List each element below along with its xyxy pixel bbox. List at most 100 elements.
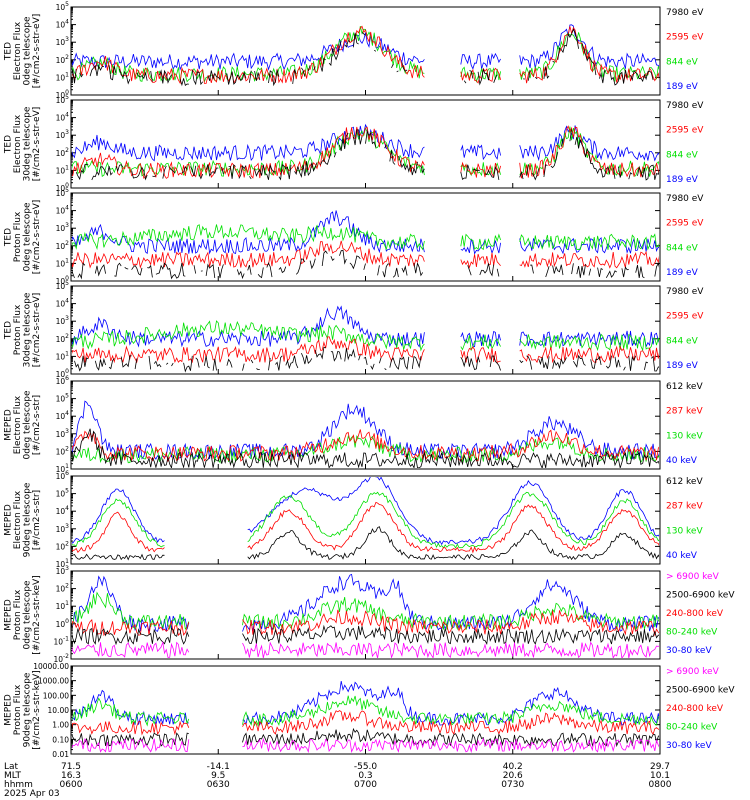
series-line-red xyxy=(72,336,659,364)
series-line-red xyxy=(72,429,659,463)
y-tick-label: 101 xyxy=(56,600,70,611)
y-tick-label: 101 xyxy=(56,71,70,82)
legend-entry: 189 eV xyxy=(666,175,699,185)
y-axis-label: TEDElectron Flux0deg telescope[#/cm2-s-s… xyxy=(4,14,43,89)
footer-lat-value: -55.0 xyxy=(354,762,378,772)
y-axis-label: MEPEDElectron Flux90deg telescope[#/cm2-… xyxy=(4,482,43,557)
legend-entry: 80-240 keV xyxy=(666,723,718,733)
footer-hhmm-value: 0600 xyxy=(60,780,83,790)
series-line-blue xyxy=(72,400,659,461)
y-tick-label: 104 xyxy=(56,410,70,421)
y-tick-label: 10.00 xyxy=(48,706,70,715)
y-tick-label: 106 xyxy=(56,470,70,481)
y-tick-label: 103 xyxy=(56,428,70,439)
legend-entry: 612 keV xyxy=(666,382,703,392)
y-tick-label: 100 xyxy=(56,368,70,379)
y-tick-label: 1.00 xyxy=(52,721,69,730)
y-tick-label: 101 xyxy=(56,257,70,268)
legend-entry: 7980 eV xyxy=(666,101,704,111)
y-axis-label: MEPEDProton Flux0deg telescope[#/cm2-s-s… xyxy=(4,575,43,654)
y-tick-label: 100 xyxy=(56,275,70,286)
y-axis-label: MEPEDElectron Flux0deg telescope[#/cm2-s… xyxy=(4,390,43,460)
footer-lat-value: 40.2 xyxy=(503,762,523,772)
footer-row-label: hhmm xyxy=(4,780,33,790)
legend-entry: 40 keV xyxy=(666,551,698,561)
y-tick-label: 102 xyxy=(56,333,70,344)
plot-frame xyxy=(70,570,661,660)
flux-panel-7: 10-2 10-1 100 101 102 103 MEPEDProton Flux0deg… xyxy=(4,565,736,664)
series-line-green xyxy=(72,435,659,464)
plot-frame xyxy=(70,6,661,96)
series-line-black xyxy=(72,428,659,468)
y-tick-label: 106 xyxy=(56,375,70,386)
series-line-green xyxy=(72,320,659,352)
y-tick-label: 100 xyxy=(56,182,70,193)
y-tick-label: 103 xyxy=(56,315,70,326)
legend-entry: 2500-6900 keV xyxy=(666,591,735,601)
y-tick-label: 105 xyxy=(56,94,70,105)
y-tick-label: 103 xyxy=(56,523,70,534)
y-tick-label: 105 xyxy=(56,488,70,499)
flux-panel-5: 101 102 103 104 105 106 MEPEDElectron Flux0deg… xyxy=(4,375,704,474)
y-tick-label: 0.01 xyxy=(52,750,69,759)
footer-lat-value: -14.1 xyxy=(207,762,230,772)
legend-entry: 2595 eV xyxy=(666,33,704,43)
series-line-green xyxy=(72,224,659,251)
y-tick-label: 102 xyxy=(56,240,70,251)
footer-lat-value: 71.5 xyxy=(61,762,81,772)
flux-panel-6: 101 102 103 104 105 106 MEPEDElectron Flux90de… xyxy=(4,470,704,569)
legend-entry: 130 keV xyxy=(666,431,703,441)
legend-entry: > 6900 keV xyxy=(666,572,720,582)
y-tick-label: 104 xyxy=(56,112,70,123)
series-line-red xyxy=(72,240,659,269)
series-line-green xyxy=(72,695,659,727)
y-tick-label: 104 xyxy=(56,19,70,30)
flux-panel-1: 100 101 102 103 104 105 TEDElectron Flux0deg t… xyxy=(4,1,705,100)
series-line-blue xyxy=(72,123,659,162)
y-tick-label: 102 xyxy=(56,583,70,594)
y-tick-label: 101 xyxy=(56,164,70,175)
footer-hhmm-value: 0800 xyxy=(649,780,672,790)
y-tick-label: 104 xyxy=(56,505,70,516)
series-line-green xyxy=(72,491,659,549)
legend-entry: 7980 eV xyxy=(666,194,704,204)
footer-hhmm-value: 0730 xyxy=(501,780,524,790)
y-tick-label: 101 xyxy=(56,463,70,474)
y-tick-label: 10000.00 xyxy=(33,662,69,671)
legend-entry: 30-80 keV xyxy=(666,741,712,751)
y-tick-label: 0.10 xyxy=(52,735,69,744)
series-line-red xyxy=(72,501,659,554)
y-tick-label: 104 xyxy=(56,298,70,309)
y-axis-label: MEPEDProton Flux90deg telescope[#/cm2-s-… xyxy=(4,670,43,749)
series-line-black xyxy=(72,526,659,561)
series-line-blue xyxy=(72,24,659,71)
legend-entry: 844 eV xyxy=(666,57,699,67)
legend-entry: 2595 eV xyxy=(666,219,704,229)
series-line-black xyxy=(72,624,659,646)
y-tick-label: 10-2 xyxy=(53,653,69,664)
footer-mlt-value: 10.1 xyxy=(650,771,670,781)
y-tick-label: 103 xyxy=(56,129,70,140)
series-line-black xyxy=(74,346,659,373)
series-line-red xyxy=(72,609,659,637)
y-tick-label: 1000.00 xyxy=(38,677,69,686)
legend-entry: 2595 eV xyxy=(666,126,704,136)
legend-entry: 2595 eV xyxy=(666,312,704,322)
plot-frame xyxy=(70,475,661,565)
y-tick-label: 105 xyxy=(56,187,70,198)
legend-entry: > 6900 keV xyxy=(666,667,720,677)
series-line-blue xyxy=(72,477,659,546)
flux-panel-3: 100 101 102 103 104 105 TEDProton Flux0deg tel… xyxy=(4,187,705,286)
y-tick-label: 101 xyxy=(56,350,70,361)
footer-mlt-value: 16.3 xyxy=(61,771,81,781)
legend-entry: 130 keV xyxy=(666,526,703,536)
y-tick-label: 103 xyxy=(56,565,70,576)
y-axis-label: TEDProton Flux0deg telescope[#/cm2-s-str… xyxy=(4,200,43,275)
flux-panel-8: 0.01 0.10 1.00 10.00 100.00 1000.00 10000.00ME… xyxy=(4,662,736,759)
y-tick-label: 105 xyxy=(56,393,70,404)
footer-row-label: 2025 Apr 03 xyxy=(4,789,60,799)
series-line-blue xyxy=(72,210,659,255)
y-axis-label: TEDElectron Flux30deg telescope[#/cm2-s-… xyxy=(4,106,43,181)
flux-panel-4: 100 101 102 103 104 105 TEDProton Flux30deg te… xyxy=(4,280,705,379)
legend-entry: 189 eV xyxy=(666,268,699,278)
